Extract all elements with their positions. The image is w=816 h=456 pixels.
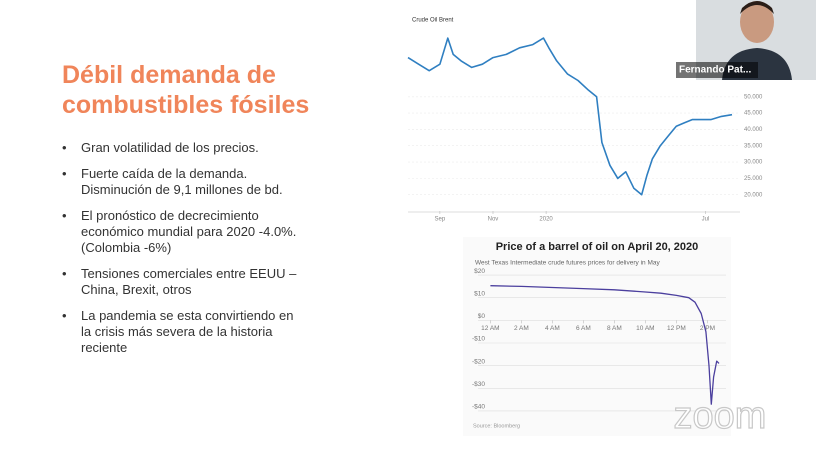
x-tick-label: 2 AM bbox=[514, 325, 529, 332]
bullet: Gran volatilidad de los precios. bbox=[62, 140, 296, 156]
data-line bbox=[490, 285, 720, 405]
zoom-logo: zoom bbox=[674, 395, 767, 437]
bullet-line: China, Brexit, otros bbox=[81, 282, 192, 297]
x-tick-label: Jul bbox=[702, 217, 710, 223]
y-tick-label: -$30 bbox=[472, 381, 485, 388]
y-tick-label: 45.000 bbox=[744, 111, 763, 117]
x-tick-label: 12 PM bbox=[667, 325, 686, 332]
bullet-line: La pandemia se esta convirtiendo en bbox=[81, 308, 294, 323]
y-tick-label: 35.000 bbox=[744, 143, 763, 149]
face bbox=[740, 1, 774, 43]
data-line bbox=[407, 37, 733, 196]
x-tick-label: 2 PM bbox=[700, 325, 715, 332]
video-tile: Fernando Pat... bbox=[676, 0, 816, 80]
bullet-line: Disminución de 9,1 millones de bd. bbox=[81, 182, 283, 197]
title-line: combustibles fósiles bbox=[62, 91, 310, 119]
hair bbox=[740, 1, 774, 14]
x-tick-label: 6 AM bbox=[576, 325, 591, 332]
bullet: El pronóstico de decrecimientoeconómico … bbox=[62, 208, 296, 256]
x-tick-label: 2020 bbox=[539, 217, 553, 223]
chart-source: Source: Bloomberg bbox=[473, 423, 520, 429]
y-tick-label: -$10 bbox=[472, 336, 485, 343]
y-tick-label: $20 bbox=[474, 268, 485, 275]
window bbox=[676, 0, 696, 80]
participant-name: Fernando Pat... bbox=[679, 65, 751, 76]
y-tick-label: -$20 bbox=[472, 358, 485, 365]
y-tick-label: 50.000 bbox=[744, 94, 763, 100]
y-tick-label: 25.000 bbox=[744, 176, 763, 182]
chart-title: Crude Oil Brent bbox=[412, 18, 454, 24]
bullet-line: Fuerte caída de la demanda. bbox=[81, 166, 248, 181]
bullet-line: Gran volatilidad de los precios. bbox=[81, 140, 259, 155]
bullet-list: Gran volatilidad de los precios. Fuerte c… bbox=[62, 140, 296, 366]
bullet: Fuerte caída de la demanda.Disminución d… bbox=[62, 166, 296, 198]
y-tick-label: $0 bbox=[478, 313, 486, 320]
x-tick-label: Sep bbox=[435, 217, 446, 223]
name-tag bbox=[676, 62, 758, 78]
bullet-line: El pronóstico de decrecimiento bbox=[81, 208, 259, 223]
y-tick-label: 40.000 bbox=[744, 127, 763, 133]
chart-title: Price of a barrel of oil on April 20, 20… bbox=[496, 241, 699, 253]
bullet-line: económico mundial para 2020 -4.0%. bbox=[81, 224, 297, 239]
x-tick-label: 12 AM bbox=[481, 325, 499, 332]
x-tick-label: Nov bbox=[488, 217, 499, 223]
x-tick-label: 10 AM bbox=[636, 325, 654, 332]
x-tick-label: 4 AM bbox=[545, 325, 560, 332]
chart-subtitle: West Texas Intermediate crude futures pr… bbox=[475, 260, 660, 267]
bullet: Tensiones comerciales entre EEUU –China,… bbox=[62, 266, 296, 298]
bullet-line: la crisis más severa de la historia bbox=[81, 324, 273, 339]
chart-panel bbox=[463, 237, 731, 436]
title-line: Débil demanda de bbox=[62, 61, 276, 89]
x-tick-label: 8 AM bbox=[607, 325, 622, 332]
slide-title: Débil demanda de combustibles fósiles bbox=[62, 60, 309, 120]
bullet-line: Tensiones comerciales entre EEUU – bbox=[81, 266, 297, 281]
y-tick-label: 20.000 bbox=[744, 192, 763, 198]
y-tick-label: 30.000 bbox=[744, 160, 763, 166]
y-tick-label: $10 bbox=[474, 290, 485, 297]
bullet-line: (Colombia -6%) bbox=[81, 240, 172, 255]
bullet-line: reciente bbox=[81, 340, 128, 355]
y-tick-label: -$40 bbox=[472, 404, 485, 411]
